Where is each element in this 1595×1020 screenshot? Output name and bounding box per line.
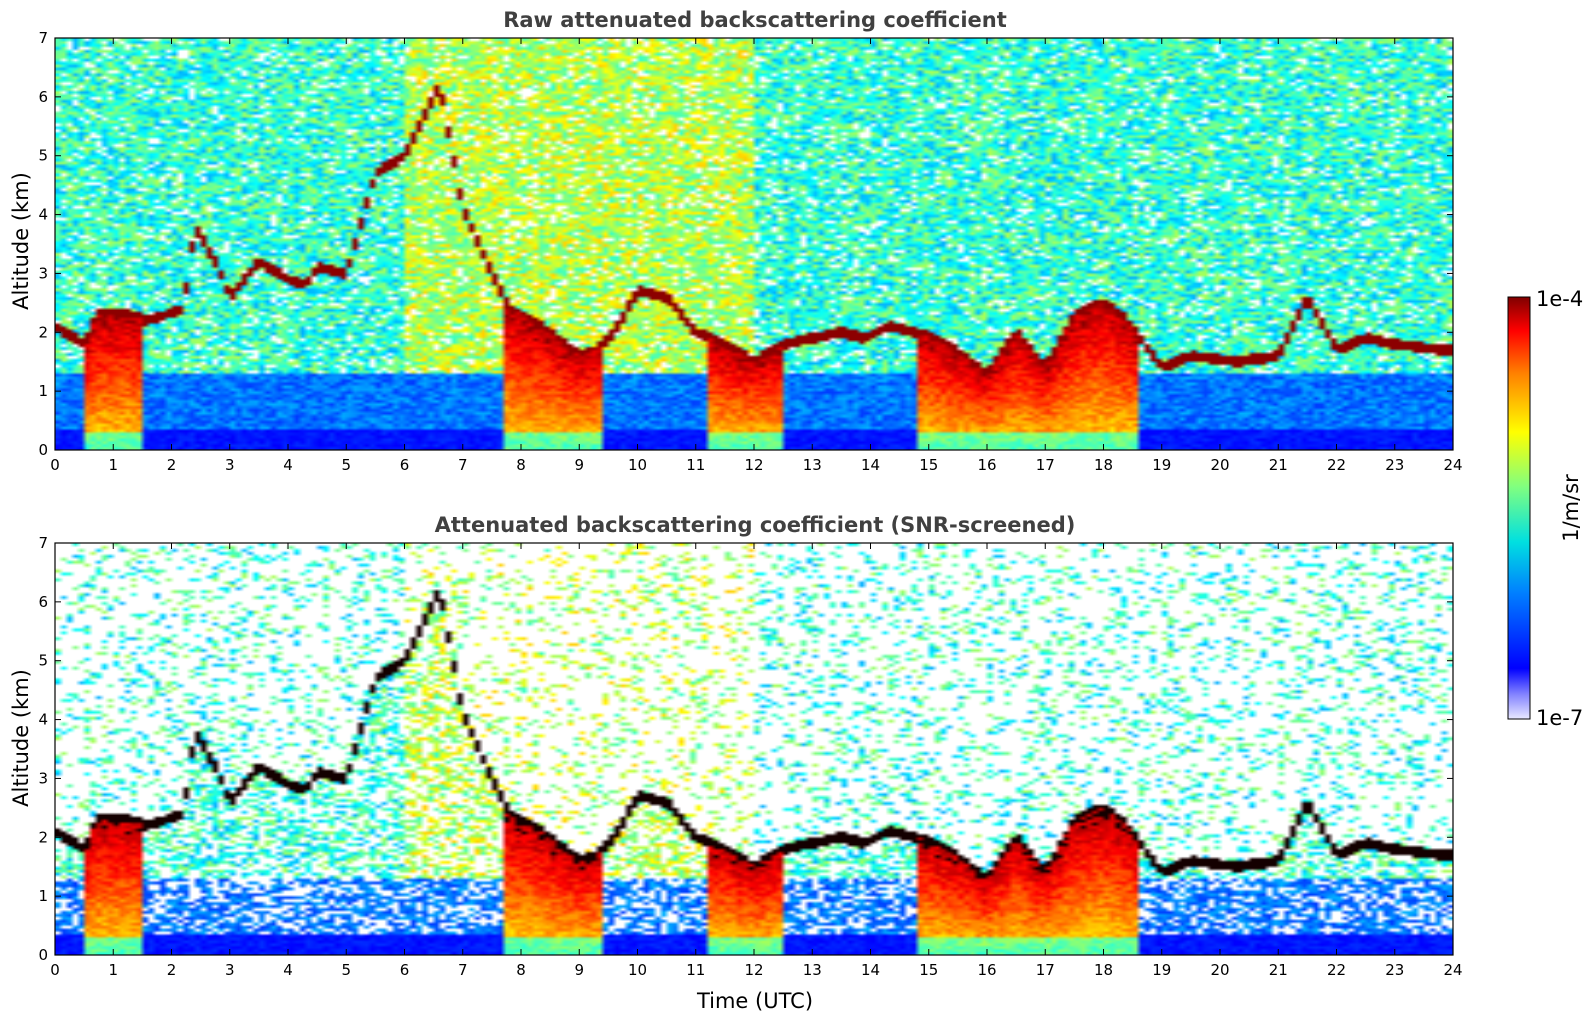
x-tick-label: 19 — [1152, 456, 1171, 474]
x-tick-label: 11 — [686, 961, 705, 979]
x-tick-label: 1 — [108, 961, 118, 979]
y-axis-label: Altitude (km) — [9, 172, 33, 310]
colorbar: 1e-4 1e-7 1/m/sr — [1507, 287, 1583, 730]
axes-raw: 0 1 2 3 4 5 6 7 8 9 10 11 12 13 14 15 16 17 18 19 20 21 22 23 24… — [38, 29, 1462, 474]
x-tick-label: 11 — [686, 456, 705, 474]
y-tick-label: 3 — [38, 264, 48, 282]
y-tick-label: 3 — [38, 769, 48, 787]
x-tick-label: 24 — [1443, 456, 1462, 474]
y-tick-label: 0 — [38, 946, 48, 964]
x-tick-label: 21 — [1269, 961, 1288, 979]
y-tick-label: 1 — [38, 887, 48, 905]
x-tick-label: 2 — [167, 456, 177, 474]
panel-title: Attenuated backscattering coefficient (S… — [435, 513, 1076, 537]
heatmap-screened — [55, 543, 1453, 955]
y-tick-label: 1 — [38, 382, 48, 400]
x-tick-label: 18 — [1094, 456, 1113, 474]
x-tick-label: 23 — [1385, 456, 1404, 474]
x-tick-label: 23 — [1385, 961, 1404, 979]
y-tick-label: 2 — [38, 323, 48, 341]
x-tick-label: 15 — [919, 961, 938, 979]
x-tick-label: 0 — [50, 961, 60, 979]
x-tick-label: 13 — [803, 456, 822, 474]
x-tick-label: 1 — [108, 456, 118, 474]
x-tick-label: 20 — [1210, 456, 1229, 474]
x-tick-label: 0 — [50, 456, 60, 474]
x-tick-label: 2 — [167, 961, 177, 979]
x-tick-label: 7 — [458, 961, 468, 979]
x-tick-label: 8 — [516, 961, 526, 979]
x-tick-label: 8 — [516, 456, 526, 474]
y-tick-label: 6 — [38, 88, 48, 106]
x-tick-label: 22 — [1327, 961, 1346, 979]
panel-title: Raw attenuated backscattering coefficien… — [503, 8, 1007, 32]
x-tick-label: 14 — [861, 456, 880, 474]
x-tick-label: 5 — [341, 456, 351, 474]
x-tick-label: 3 — [225, 456, 235, 474]
y-tick-label: 5 — [38, 652, 48, 670]
raw-backscatter-panel: Raw attenuated backscattering coefficien… — [9, 8, 1463, 474]
x-tick-label: 13 — [803, 961, 822, 979]
x-tick-label: 9 — [574, 961, 584, 979]
x-axis-label: Time (UTC) — [696, 989, 813, 1013]
x-tick-label: 6 — [400, 961, 410, 979]
y-tick-label: 6 — [38, 593, 48, 611]
x-tick-label: 12 — [744, 961, 763, 979]
x-tick-label: 5 — [341, 961, 351, 979]
axes-screened: 0 1 2 3 4 5 6 7 8 9 10 11 12 13 14 15 16 17 18 19 20 21 22 23 24… — [38, 534, 1462, 979]
colorbar-unit-label: 1/m/sr — [1559, 474, 1583, 542]
x-tick-label: 4 — [283, 961, 293, 979]
y-tick-label: 4 — [38, 711, 48, 729]
y-tick-label: 5 — [38, 147, 48, 165]
x-tick-label: 9 — [574, 456, 584, 474]
heatmap-raw — [55, 38, 1453, 450]
x-tick-label: 15 — [919, 456, 938, 474]
x-tick-label: 22 — [1327, 456, 1346, 474]
y-tick-label: 7 — [38, 29, 48, 47]
x-tick-label: 4 — [283, 456, 293, 474]
y-tick-label: 7 — [38, 534, 48, 552]
x-tick-label: 20 — [1210, 961, 1229, 979]
x-tick-label: 17 — [1036, 961, 1055, 979]
backscatter-raster — [55, 543, 1453, 955]
x-tick-label: 18 — [1094, 961, 1113, 979]
x-tick-label: 10 — [628, 456, 647, 474]
x-tick-label: 3 — [225, 961, 235, 979]
y-tick-label: 0 — [38, 441, 48, 459]
x-tick-label: 24 — [1443, 961, 1462, 979]
x-tick-label: 16 — [977, 456, 996, 474]
y-tick-label: 4 — [38, 206, 48, 224]
colorbar-min-label: 1e-7 — [1536, 706, 1583, 730]
screened-backscatter-panel: Attenuated backscattering coefficient (S… — [9, 513, 1463, 1013]
x-tick-label: 14 — [861, 961, 880, 979]
x-tick-label: 16 — [977, 961, 996, 979]
y-tick-label: 2 — [38, 828, 48, 846]
y-axis-label: Altitude (km) — [9, 669, 33, 807]
x-tick-label: 7 — [458, 456, 468, 474]
x-tick-label: 10 — [628, 961, 647, 979]
colorbar-gradient — [1507, 296, 1531, 720]
x-tick-label: 19 — [1152, 961, 1171, 979]
x-tick-label: 21 — [1269, 456, 1288, 474]
colorbar-max-label: 1e-4 — [1536, 287, 1583, 311]
x-tick-label: 17 — [1036, 456, 1055, 474]
x-tick-label: 6 — [400, 456, 410, 474]
x-tick-label: 12 — [744, 456, 763, 474]
backscatter-raster — [55, 38, 1453, 450]
